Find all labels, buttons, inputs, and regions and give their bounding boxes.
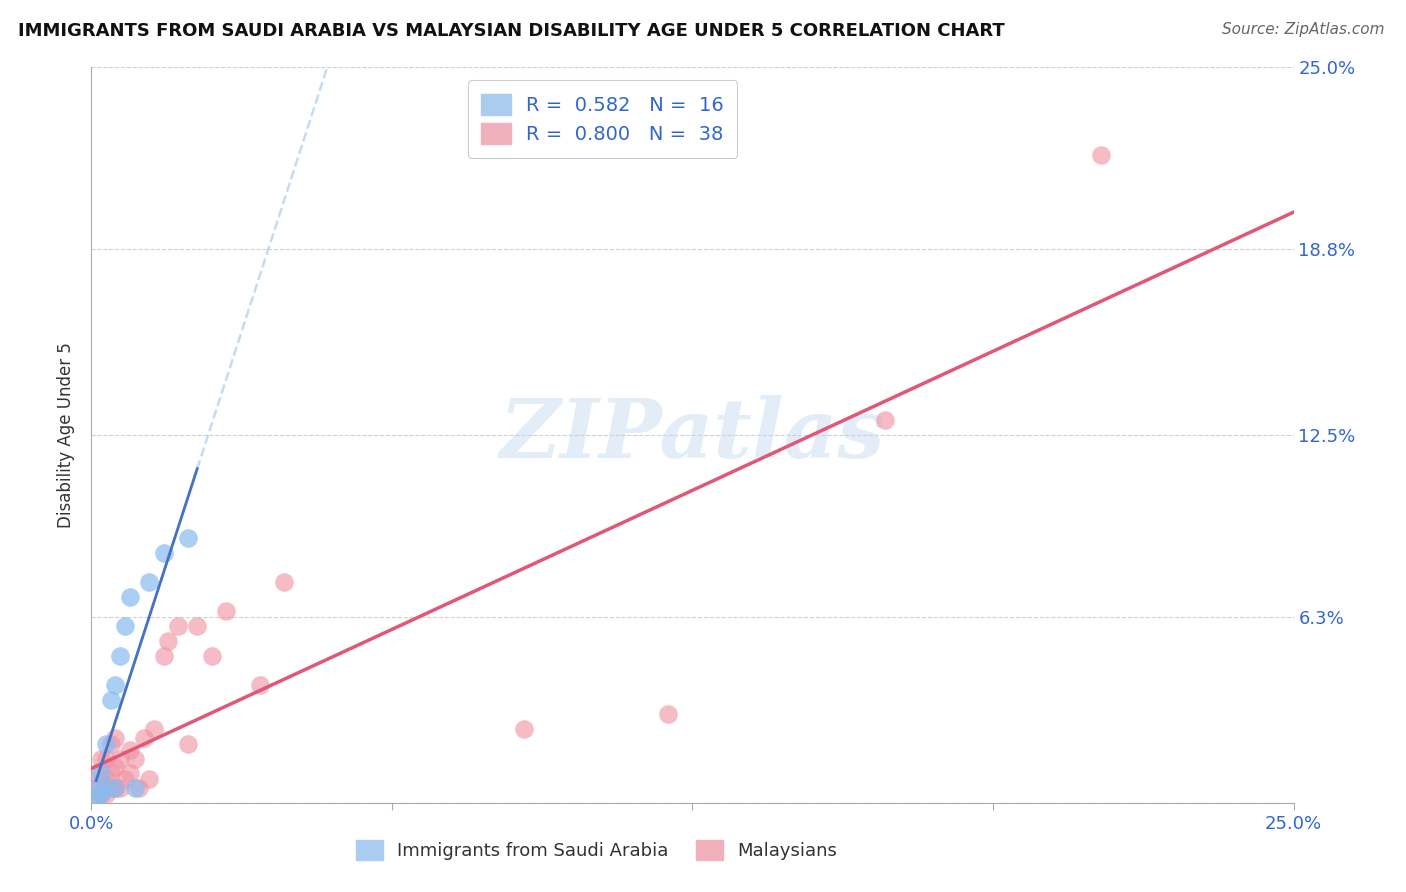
- Point: [142, 723, 165, 737]
- Point: [152, 546, 174, 560]
- Text: ZIPatlas: ZIPatlas: [499, 395, 886, 475]
- Point: [100, 766, 122, 780]
- Point: [110, 648, 132, 663]
- Point: [114, 772, 136, 787]
- Point: [90, 766, 112, 780]
- Point: [215, 605, 238, 619]
- Point: [201, 648, 224, 663]
- Point: [176, 531, 198, 545]
- Point: [90, 787, 112, 801]
- Point: [84, 781, 107, 796]
- Y-axis label: Disability Age Under 5: Disability Age Under 5: [58, 342, 76, 528]
- Point: [90, 751, 112, 765]
- Point: [104, 781, 127, 796]
- Point: [118, 766, 141, 780]
- Point: [167, 619, 190, 633]
- Text: IMMIGRANTS FROM SAUDI ARABIA VS MALAYSIAN DISABILITY AGE UNDER 5 CORRELATION CHA: IMMIGRANTS FROM SAUDI ARABIA VS MALAYSIA…: [18, 22, 1005, 40]
- Point: [110, 751, 132, 765]
- Point: [94, 781, 117, 796]
- Point: [90, 775, 112, 789]
- Point: [104, 731, 127, 745]
- Point: [90, 787, 112, 801]
- Point: [104, 678, 127, 692]
- Point: [84, 766, 107, 780]
- Point: [114, 619, 136, 633]
- Point: [104, 760, 127, 774]
- Point: [124, 781, 146, 796]
- Point: [100, 781, 122, 796]
- Point: [110, 781, 132, 796]
- Point: [100, 737, 122, 751]
- Point: [94, 787, 117, 801]
- Legend: Immigrants from Saudi Arabia, Malaysians: Immigrants from Saudi Arabia, Malaysians: [349, 833, 844, 867]
- Point: [152, 648, 174, 663]
- Point: [84, 789, 107, 804]
- Point: [118, 590, 141, 604]
- Point: [176, 737, 198, 751]
- Point: [157, 633, 180, 648]
- Point: [94, 772, 117, 787]
- Point: [134, 731, 156, 745]
- Point: [138, 575, 160, 590]
- Point: [84, 781, 107, 796]
- Point: [118, 743, 141, 757]
- Text: Source: ZipAtlas.com: Source: ZipAtlas.com: [1222, 22, 1385, 37]
- Point: [657, 707, 679, 722]
- Point: [128, 781, 150, 796]
- Point: [1090, 148, 1112, 162]
- Point: [100, 692, 122, 706]
- Point: [138, 772, 160, 787]
- Point: [186, 619, 208, 633]
- Point: [873, 413, 896, 427]
- Point: [104, 781, 127, 796]
- Point: [94, 737, 117, 751]
- Point: [513, 723, 536, 737]
- Point: [249, 678, 271, 692]
- Point: [124, 751, 146, 765]
- Point: [84, 789, 107, 804]
- Point: [273, 575, 295, 590]
- Point: [94, 751, 117, 765]
